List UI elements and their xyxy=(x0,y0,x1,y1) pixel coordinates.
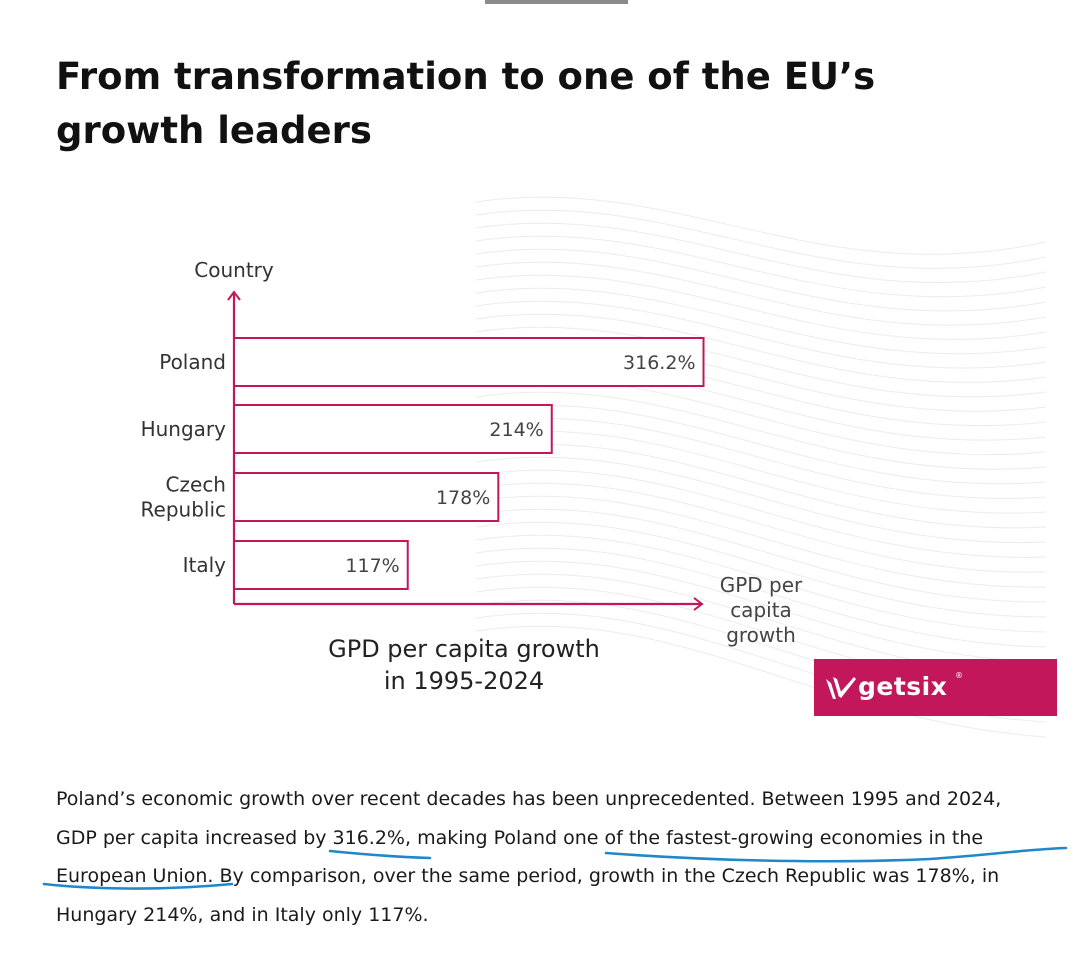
bar xyxy=(233,337,705,387)
getsix-logo: getsix ® xyxy=(814,659,1057,716)
wave-line xyxy=(475,430,1047,514)
wave-line xyxy=(475,560,1047,663)
bar-value-label: 214% xyxy=(489,419,543,441)
bar-value-label: 178% xyxy=(436,487,490,509)
article-heading: From transformation to one of the EU’s g… xyxy=(56,55,876,152)
bar-chart: Country 316.2% Poland 214% Hungary 178% CzechR… xyxy=(141,196,1047,738)
category-label: Czech xyxy=(166,473,226,497)
x-axis-label: capita xyxy=(730,598,792,622)
getsix-logo-icon xyxy=(826,677,856,699)
wave-line xyxy=(475,482,1047,573)
wave-line xyxy=(475,495,1047,588)
y-axis-label: Country xyxy=(194,258,274,282)
wave-line xyxy=(475,404,1047,485)
paragraph-line: Poland’s economic growth over recent dec… xyxy=(56,788,1002,810)
registered-mark: ® xyxy=(955,671,963,680)
wave-line xyxy=(475,196,1047,255)
wave-line xyxy=(475,300,1047,369)
y-axis-arrow xyxy=(227,290,241,301)
category-label: Italy xyxy=(183,553,227,577)
x-axis-label: growth xyxy=(726,623,796,647)
category-label: Hungary xyxy=(141,417,227,441)
chart-title: in 1995-2024 xyxy=(384,667,544,695)
category-label: Republic xyxy=(141,498,226,522)
category-label: Poland xyxy=(159,350,226,374)
wave-line xyxy=(475,547,1047,648)
paragraph-line: European Union. By comparison, over the … xyxy=(56,865,1000,887)
wave-line xyxy=(475,209,1047,269)
bar xyxy=(233,404,553,454)
wave-line xyxy=(475,508,1047,603)
wave-line xyxy=(475,443,1047,529)
wave-line xyxy=(475,521,1047,618)
wave-line xyxy=(475,287,1047,355)
wave-line xyxy=(475,378,1047,456)
wave-line xyxy=(475,391,1047,470)
logo-text: getsix xyxy=(858,672,948,701)
wave-line xyxy=(475,274,1047,340)
x-axis-arrow xyxy=(693,597,704,611)
x-axis-label: GPD per xyxy=(720,573,803,597)
wave-line xyxy=(475,235,1047,298)
wave-line xyxy=(475,417,1047,499)
top-divider xyxy=(485,0,628,4)
paragraph-line: Hungary 214%, and in Italy only 117%. xyxy=(56,903,429,926)
wave-line xyxy=(475,222,1047,284)
bar xyxy=(233,472,500,522)
wave-line xyxy=(475,326,1047,398)
wave-line xyxy=(475,469,1047,558)
wave-line xyxy=(475,456,1047,544)
bar-value-label: 316.2% xyxy=(623,352,695,374)
paragraph-line: GDP per capita increased by 316.2%, maki… xyxy=(56,826,984,849)
wave-line xyxy=(475,534,1047,633)
wave-line xyxy=(475,261,1047,326)
wave-line xyxy=(475,313,1047,383)
wave-line xyxy=(475,248,1047,312)
bar-value-label: 117% xyxy=(345,555,399,577)
article-paragraph: Poland’s economic growth over recent dec… xyxy=(56,780,1056,934)
chart-title: GPD per capita growth xyxy=(328,635,600,663)
chart-figure: Country 316.2% Poland 214% Hungary 178% Czech R… xyxy=(56,182,1056,752)
bar xyxy=(233,540,409,590)
wave-line xyxy=(475,625,1047,738)
